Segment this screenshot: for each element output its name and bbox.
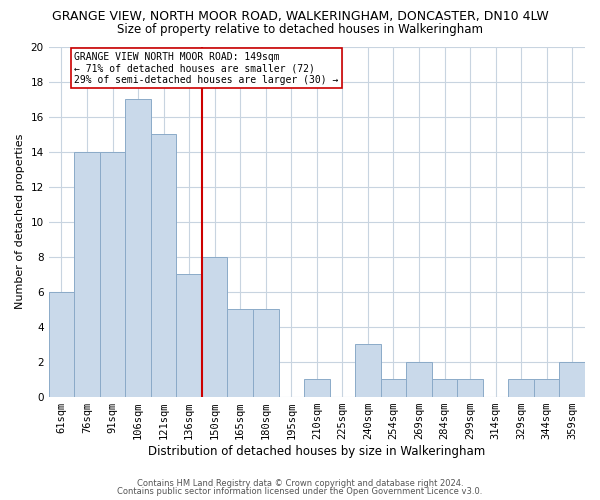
Bar — [508, 379, 534, 396]
Bar — [49, 292, 74, 397]
Text: Contains HM Land Registry data © Crown copyright and database right 2024.: Contains HM Land Registry data © Crown c… — [137, 478, 463, 488]
Bar — [227, 309, 253, 396]
X-axis label: Distribution of detached houses by size in Walkeringham: Distribution of detached houses by size … — [148, 444, 485, 458]
Bar — [380, 379, 406, 396]
Bar — [253, 309, 278, 396]
Bar — [100, 152, 125, 396]
Bar — [176, 274, 202, 396]
Bar — [559, 362, 585, 396]
Bar — [406, 362, 432, 396]
Bar — [125, 99, 151, 396]
Bar — [355, 344, 380, 397]
Y-axis label: Number of detached properties: Number of detached properties — [15, 134, 25, 309]
Bar — [304, 379, 329, 396]
Bar — [74, 152, 100, 396]
Bar — [432, 379, 457, 396]
Text: Size of property relative to detached houses in Walkeringham: Size of property relative to detached ho… — [117, 22, 483, 36]
Text: Contains public sector information licensed under the Open Government Licence v3: Contains public sector information licen… — [118, 487, 482, 496]
Text: GRANGE VIEW, NORTH MOOR ROAD, WALKERINGHAM, DONCASTER, DN10 4LW: GRANGE VIEW, NORTH MOOR ROAD, WALKERINGH… — [52, 10, 548, 23]
Text: GRANGE VIEW NORTH MOOR ROAD: 149sqm
← 71% of detached houses are smaller (72)
29: GRANGE VIEW NORTH MOOR ROAD: 149sqm ← 71… — [74, 52, 338, 85]
Bar — [202, 256, 227, 396]
Bar — [151, 134, 176, 396]
Bar — [457, 379, 483, 396]
Bar — [534, 379, 559, 396]
